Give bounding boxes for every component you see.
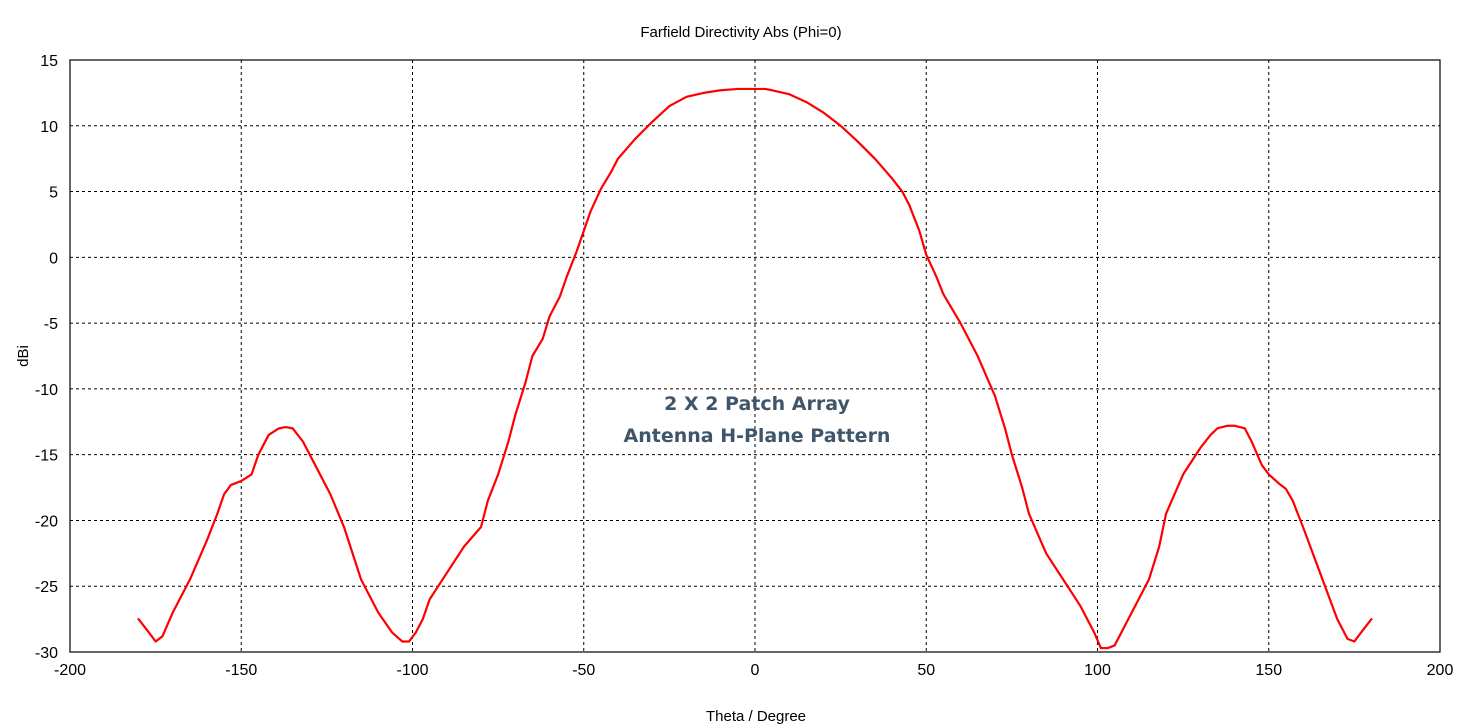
y-tick-label: 0 — [49, 250, 58, 267]
x-tick-label: -100 — [396, 662, 428, 679]
x-tick-labels: -200 -150 -100 -50 0 50 100 150 200 — [54, 662, 1453, 679]
y-tick-label: 10 — [40, 119, 58, 136]
x-axis-label: Theta / Degree — [706, 708, 806, 725]
x-tick-label: 50 — [917, 662, 935, 679]
y-axis-label: dBi — [15, 345, 32, 367]
y-tick-label: -15 — [35, 448, 58, 465]
chart-annotation: 2 X 2 Patch Array Antenna H-Plane Pattern — [624, 393, 891, 447]
y-tick-label: -10 — [35, 382, 58, 399]
x-tick-label: 100 — [1084, 662, 1111, 679]
x-tick-label: -150 — [225, 662, 257, 679]
grid-lines — [70, 60, 1440, 652]
annotation-line: 2 X 2 Patch Array — [664, 393, 850, 415]
y-tick-label: -25 — [35, 579, 58, 596]
x-tick-label: -200 — [54, 662, 86, 679]
series-layer — [137, 87, 1373, 650]
x-tick-label: 150 — [1255, 662, 1282, 679]
y-tick-labels: -30 -25 -20 -15 -10 -5 0 5 10 15 — [35, 53, 58, 662]
x-tick-label: 200 — [1427, 662, 1454, 679]
x-tick-label: -50 — [572, 662, 595, 679]
chart-title: Farfield Directivity Abs (Phi=0) — [640, 24, 841, 41]
y-tick-label: -20 — [35, 513, 58, 530]
y-tick-label: -5 — [44, 316, 58, 333]
y-tick-label: -30 — [35, 645, 58, 662]
y-tick-label: 5 — [49, 185, 58, 202]
annotation-line: Antenna H-Plane Pattern — [624, 425, 891, 447]
plot-frame — [69, 59, 1441, 653]
series-line — [137, 87, 1373, 650]
y-tick-label: 15 — [40, 53, 58, 70]
x-tick-label: 0 — [751, 662, 760, 679]
